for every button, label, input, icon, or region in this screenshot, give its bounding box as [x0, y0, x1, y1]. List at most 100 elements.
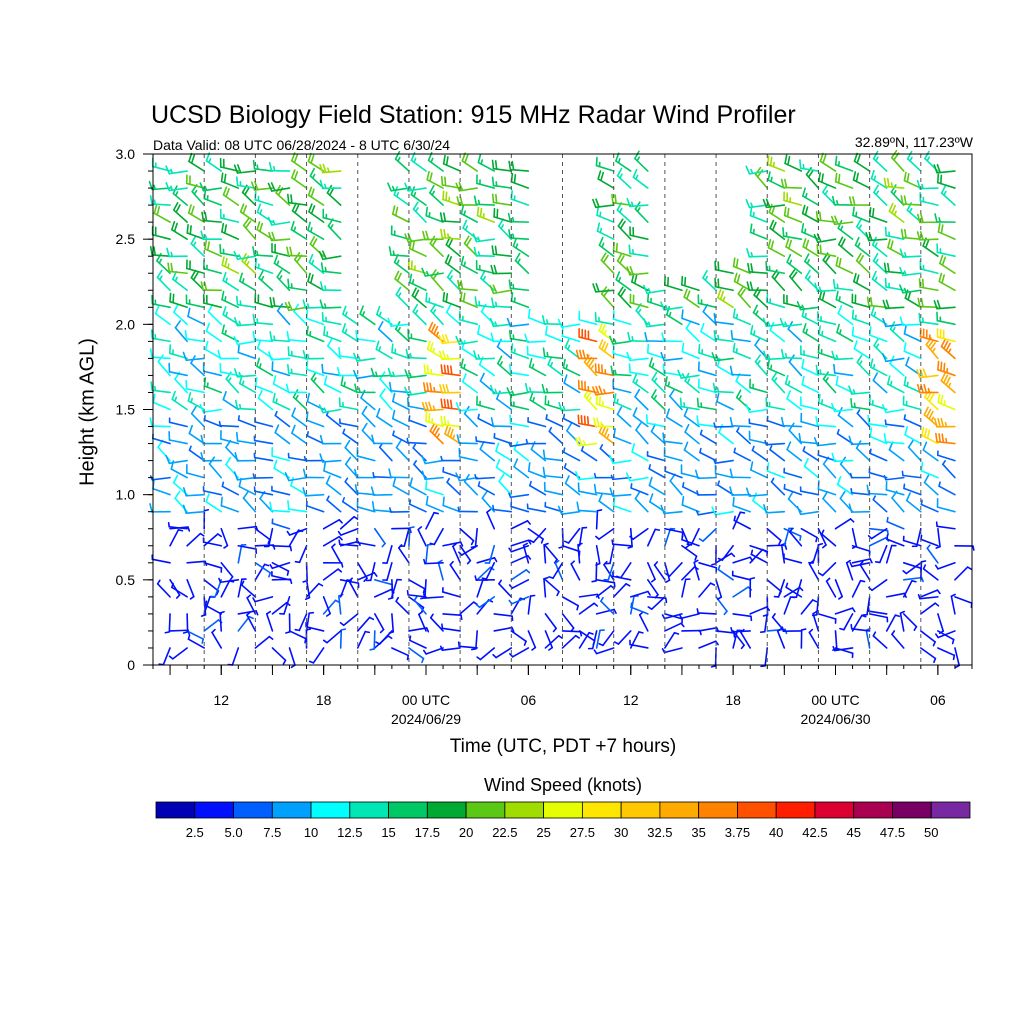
- barb-feather: [937, 417, 941, 428]
- barb-half-feather: [246, 260, 250, 267]
- wind-barb: [408, 647, 425, 664]
- barb-staff: [714, 459, 734, 464]
- wind-barb: [395, 286, 410, 309]
- barb-staff: [398, 547, 410, 564]
- barb-half-feather: [381, 542, 386, 548]
- barb-half-feather: [375, 371, 378, 377]
- wind-barb: [429, 423, 444, 445]
- wind-barb: [167, 262, 188, 275]
- wind-barb: [749, 223, 769, 240]
- barb-feather: [683, 407, 689, 417]
- barb-half-feather: [903, 287, 907, 294]
- barb-staff: [902, 323, 922, 326]
- wind-barb: [235, 295, 257, 309]
- barb-half-feather: [858, 224, 862, 230]
- wind-barb: [627, 331, 649, 343]
- barb-feather: [413, 289, 420, 299]
- wind-barb: [287, 364, 308, 377]
- barb-feather: [872, 372, 879, 382]
- colorbar-title: Wind Speed (knots): [483, 775, 643, 795]
- barb-half-feather: [372, 471, 375, 478]
- barb-staff: [560, 323, 581, 328]
- wind-barb: [237, 615, 254, 632]
- colorbar-label: 42.5: [802, 825, 827, 840]
- wind-barb: [561, 327, 581, 343]
- wind-barb: [849, 561, 871, 568]
- barb-staff: [822, 463, 837, 479]
- barb-feather: [815, 416, 819, 427]
- barb-feather: [834, 215, 839, 225]
- wind-barb: [440, 455, 461, 462]
- wind-barb: [234, 368, 257, 378]
- barb-feather: [424, 401, 430, 412]
- barb-staff: [272, 383, 291, 394]
- x-tick-label: 00 UTC: [811, 692, 859, 708]
- barb-half-feather: [750, 549, 754, 556]
- barb-staff: [168, 439, 188, 445]
- barb-feather: [440, 398, 444, 409]
- barb-staff: [668, 561, 683, 577]
- wind-barb: [544, 544, 558, 564]
- barb-feather: [319, 164, 324, 174]
- wind-barb: [732, 586, 753, 598]
- y-tick-label: 0.5: [116, 572, 136, 588]
- barb-feather: [681, 342, 685, 353]
- barb-half-feather: [673, 631, 680, 635]
- barb-feather: [831, 350, 836, 361]
- barb-half-feather: [482, 275, 486, 282]
- colorbar-swatch: [543, 801, 583, 819]
- wind-barb: [200, 434, 223, 445]
- barb-staff: [595, 608, 615, 615]
- wind-barb: [851, 527, 858, 549]
- barb-staff: [683, 449, 700, 462]
- wind-barb: [342, 428, 359, 445]
- wind-barb: [643, 318, 666, 328]
- barb-feather: [443, 398, 447, 409]
- wind-barb: [543, 542, 549, 564]
- barb-staff: [544, 490, 564, 496]
- barb-staff: [220, 504, 240, 513]
- barb-staff: [418, 613, 427, 632]
- wind-barb: [272, 392, 291, 411]
- wind-barb: [850, 487, 871, 496]
- barb-half-feather: [418, 611, 423, 616]
- wind-barb: [911, 527, 922, 548]
- barb-half-feather: [838, 296, 841, 302]
- barb-staff: [748, 438, 769, 445]
- barb-half-feather: [933, 657, 937, 664]
- barb-half-feather: [423, 558, 426, 565]
- wind-barb: [817, 613, 837, 624]
- wind-barb: [286, 330, 308, 343]
- barb-half-feather: [200, 614, 207, 617]
- barb-feather: [694, 469, 699, 480]
- barb-feather: [817, 393, 821, 404]
- wind-barb: [442, 190, 461, 206]
- barb-staff: [544, 634, 560, 649]
- barb-feather: [431, 425, 438, 435]
- barb-feather: [541, 314, 546, 325]
- wind-barb: [388, 468, 410, 479]
- wind-barb: [646, 450, 666, 462]
- barb-staff: [937, 647, 956, 657]
- barb-staff: [168, 613, 171, 633]
- barb-half-feather: [563, 463, 567, 469]
- barb-staff: [527, 353, 547, 360]
- wind-barb: [717, 289, 734, 309]
- barb-staff: [475, 630, 478, 650]
- barb-feather: [430, 323, 436, 333]
- barb-feather: [425, 206, 428, 217]
- barb-staff: [843, 613, 854, 631]
- barb-staff: [681, 486, 700, 496]
- barb-feather: [685, 290, 691, 300]
- barb-half-feather: [498, 579, 502, 585]
- wind-barb: [286, 246, 308, 258]
- wind-barb: [729, 468, 751, 479]
- wind-barb: [360, 389, 376, 411]
- wind-barb: [508, 160, 530, 172]
- barb-feather: [444, 425, 449, 435]
- barb-feather: [221, 290, 225, 301]
- wind-barb: [615, 271, 632, 292]
- barb-feather: [595, 394, 598, 405]
- barb-feather: [306, 325, 309, 336]
- barb-feather: [489, 317, 495, 328]
